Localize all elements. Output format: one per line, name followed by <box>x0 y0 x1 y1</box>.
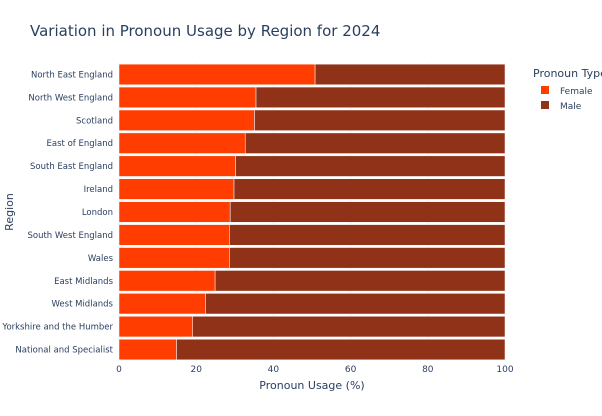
bar-male[interactable] <box>229 247 506 269</box>
bar-female[interactable] <box>118 155 236 177</box>
bar-male[interactable] <box>229 201 506 223</box>
x-tick-label: 40 <box>268 365 280 375</box>
legend-label[interactable]: Male <box>560 102 582 112</box>
bar-female[interactable] <box>118 86 257 108</box>
x-tick-label: 100 <box>496 365 513 375</box>
bar-female[interactable] <box>118 224 230 246</box>
bar-female[interactable] <box>118 178 235 200</box>
y-tick-label: North West England <box>28 93 113 103</box>
chart-title: Variation in Pronoun Usage by Region for… <box>30 22 380 40</box>
x-tick-label: 0 <box>116 365 122 375</box>
bar-male[interactable] <box>176 338 506 361</box>
bar-male[interactable] <box>254 109 506 131</box>
bar-male[interactable] <box>235 155 506 177</box>
bar-female[interactable] <box>118 270 216 292</box>
y-tick-label: North East England <box>31 70 113 80</box>
bar-male[interactable] <box>244 132 506 154</box>
y-tick-label: Ireland <box>84 185 113 195</box>
bar-male[interactable] <box>205 293 506 315</box>
y-tick-label: East of England <box>47 139 113 149</box>
y-tick-label: South East England <box>30 162 113 172</box>
bar-female[interactable] <box>118 316 193 338</box>
bar-male[interactable] <box>233 178 506 200</box>
bar-male[interactable] <box>229 224 506 246</box>
y-axis-label: Region <box>3 193 16 231</box>
legend-title: Pronoun Type <box>533 67 602 80</box>
x-tick-labels: 0 20 40 60 80 100 <box>116 365 514 375</box>
y-tick-label: East Midlands <box>54 277 113 287</box>
bar-male[interactable] <box>192 316 506 338</box>
bar-male[interactable] <box>314 63 506 86</box>
bar-male[interactable] <box>214 270 506 292</box>
legend-swatch-male[interactable] <box>541 101 549 109</box>
y-tick-label: Yorkshire and the Humber <box>1 323 113 333</box>
bar-female[interactable] <box>118 109 255 131</box>
bar-female[interactable] <box>118 201 231 223</box>
y-tick-labels: North East England North West England Scot… <box>1 70 113 355</box>
y-tick-label: South West England <box>27 231 113 241</box>
x-tick-label: 20 <box>190 365 202 375</box>
bar-female[interactable] <box>118 132 246 154</box>
bars <box>118 63 506 361</box>
bar-male[interactable] <box>255 86 506 108</box>
legend-swatch-female[interactable] <box>541 86 549 94</box>
x-tick-label: 80 <box>422 365 434 375</box>
y-tick-label: West Midlands <box>52 300 114 310</box>
x-tick-label: 60 <box>345 365 357 375</box>
bar-female[interactable] <box>118 247 230 269</box>
legend[interactable]: Pronoun Type Female Male <box>533 67 602 112</box>
bar-female[interactable] <box>118 63 316 86</box>
y-tick-label: Scotland <box>76 116 113 126</box>
y-tick-label: Wales <box>88 254 114 264</box>
bar-female[interactable] <box>118 293 206 315</box>
bar-female[interactable] <box>118 338 177 361</box>
y-tick-label: National and Specialist <box>15 346 113 356</box>
legend-label[interactable]: Female <box>560 87 593 97</box>
x-axis-label: Pronoun Usage (%) <box>259 379 364 392</box>
y-tick-label: London <box>82 208 113 218</box>
